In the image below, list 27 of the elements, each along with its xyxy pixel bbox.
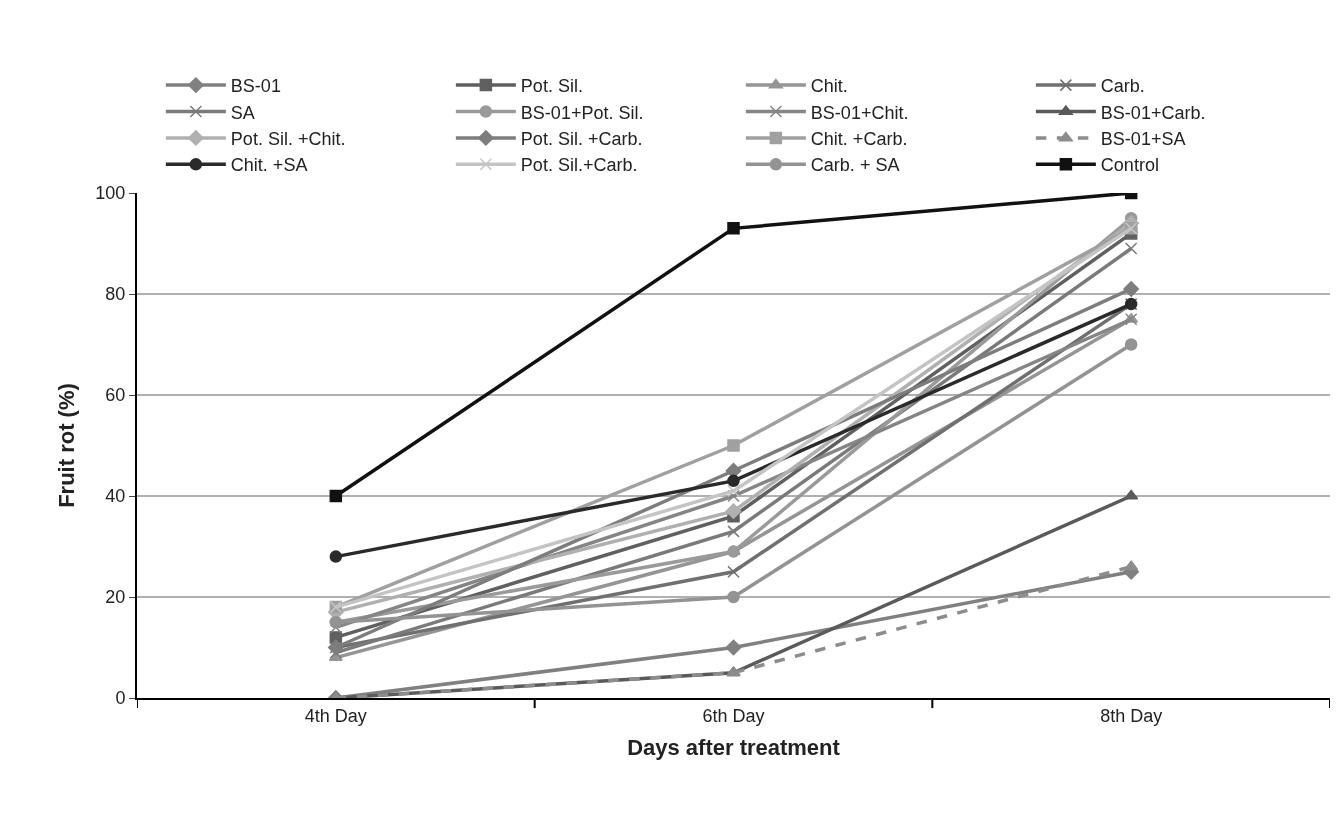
y-tick-label: 80	[105, 284, 126, 305]
y-axis-title: Fruit rot (%)	[53, 383, 79, 508]
y-tick-label: 100	[95, 183, 126, 204]
legend-label: BS-01+Pot. Sil.	[520, 102, 644, 123]
legend-label: BS-01	[230, 76, 281, 97]
legend-label: Carb.	[1100, 76, 1145, 97]
x-axis-title: Days after treatment	[627, 735, 841, 760]
legend-label: BS-01+Chit.	[810, 102, 909, 123]
legend-label: Chit.	[810, 76, 848, 97]
legend-label: SA	[230, 102, 255, 123]
legend-label: BS-01+SA	[1100, 128, 1186, 149]
legend-label: Chit. +Carb.	[810, 128, 908, 149]
x-tick-label: 8th Day	[1100, 705, 1163, 726]
legend-label: Pot. Sil.	[520, 76, 583, 97]
legend-label: Pot. Sil. +Carb.	[520, 128, 643, 149]
legend-label: Pot. Sil. +Chit.	[230, 128, 346, 149]
x-tick-label: 4th Day	[304, 705, 367, 726]
legend-label: Pot. Sil.+Carb.	[520, 155, 638, 176]
legend-label: Chit. +SA	[230, 155, 308, 176]
y-tick-label: 20	[105, 587, 126, 608]
x-tick-label: 6th Day	[702, 705, 765, 726]
y-tick-label: 0	[115, 688, 126, 709]
legend-label: BS-01+Carb.	[1100, 102, 1206, 123]
legend-label: Carb. + SA	[810, 155, 900, 176]
y-tick-label: 60	[105, 385, 126, 406]
y-tick-label: 40	[105, 486, 126, 507]
legend-label: Control	[1100, 155, 1159, 176]
